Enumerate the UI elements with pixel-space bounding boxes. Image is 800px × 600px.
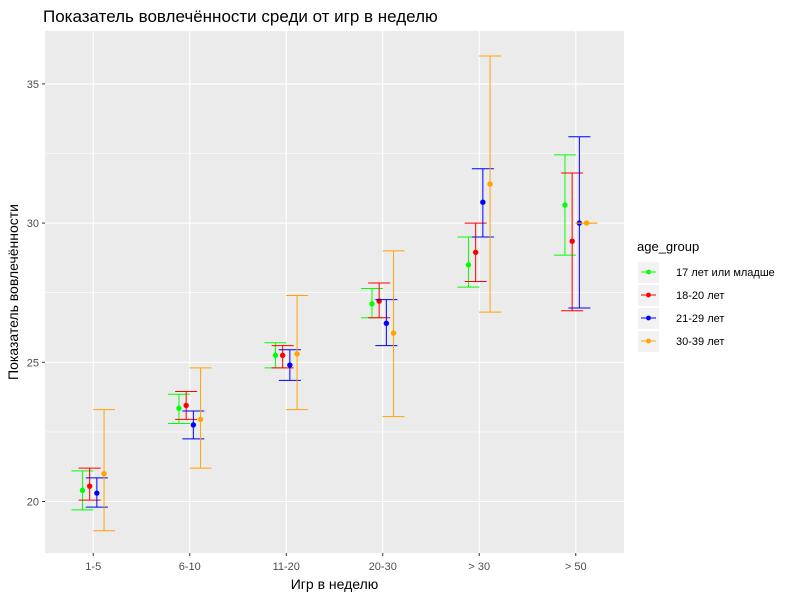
legend-label: 18-20 лет: [676, 290, 724, 302]
data-point: [487, 181, 493, 187]
legend-label: 17 лет или младше: [676, 267, 775, 279]
data-point: [583, 220, 590, 226]
legend-key-point: [646, 292, 651, 298]
data-point: [390, 330, 397, 336]
data-point: [369, 301, 375, 307]
legend-label: 21-29 лет: [676, 313, 724, 325]
data-point: [86, 483, 93, 489]
legend-key-point: [646, 269, 651, 275]
y-tick-label: 35: [27, 79, 39, 91]
data-point: [279, 352, 286, 359]
data-point: [562, 202, 568, 208]
data-point: [287, 362, 293, 368]
data-point: [79, 487, 86, 494]
data-point: [472, 249, 479, 256]
x-tick-label: 11-20: [273, 561, 300, 573]
x-tick-label: 20-30: [369, 561, 397, 573]
data-point: [197, 416, 204, 423]
data-point: [569, 238, 575, 244]
data-point: [272, 352, 279, 359]
data-point: [190, 422, 197, 428]
y-axis-title: Показатель вовлечённости: [5, 204, 21, 380]
legend-title: age_group: [637, 239, 699, 254]
chart-title: Показатель вовлечённости среди от игр в …: [43, 7, 438, 26]
legend: age_group 17 лет или младше 18-20 лет 21-2…: [637, 239, 775, 352]
major-gridlines: [45, 31, 624, 553]
y-tick-label: 20: [27, 496, 39, 508]
data-point: [465, 262, 472, 268]
y-axis-ticks: 20 25 30 35: [27, 79, 45, 508]
x-tick-label: 1-5: [85, 561, 101, 573]
legend-label: 30-39 лет: [676, 336, 724, 348]
data-point: [480, 199, 486, 205]
x-tick-label: > 30: [468, 561, 490, 573]
data-point: [101, 470, 107, 477]
minor-gridlines: [45, 153, 624, 433]
data-point: [383, 320, 390, 327]
data-marks: [71, 55, 598, 532]
legend-key-point: [646, 338, 651, 344]
data-point: [94, 490, 100, 496]
x-tick-label: 6-10: [179, 561, 201, 573]
data-point: [183, 402, 189, 409]
y-tick-label: 25: [27, 357, 39, 369]
y-tick-label: 30: [27, 218, 39, 230]
x-axis-ticks: 1-5 6-10 11-20 20-30 > 30 > 50: [85, 553, 587, 573]
data-point: [294, 351, 300, 357]
plot-panel: [45, 31, 624, 553]
x-axis-title: Игр в неделю: [291, 576, 379, 592]
data-point: [176, 405, 182, 411]
legend-key-point: [646, 315, 651, 321]
x-tick-label: > 50: [565, 561, 587, 573]
